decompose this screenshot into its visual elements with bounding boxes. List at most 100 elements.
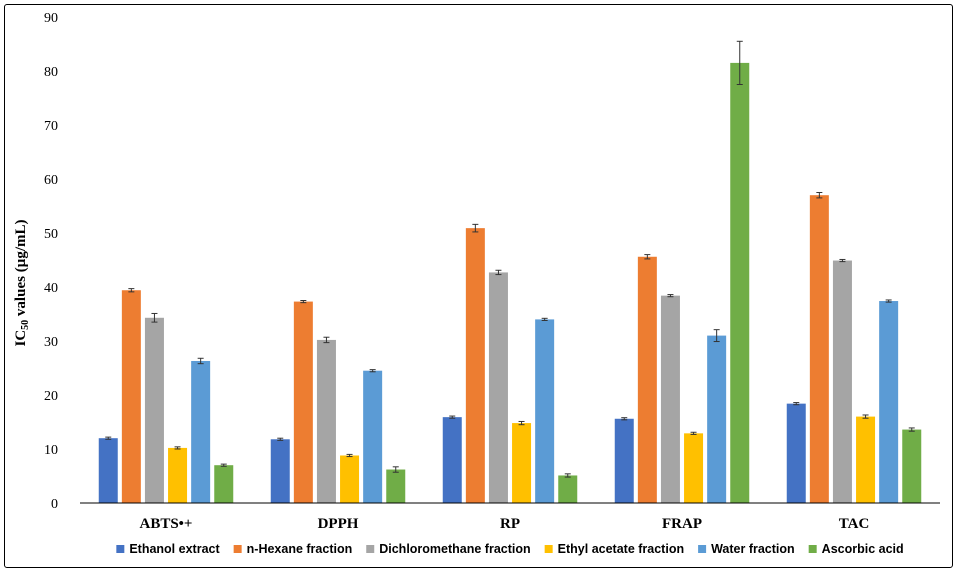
error-bar (128, 288, 135, 293)
legend-item: Ethyl acetate fraction (544, 542, 684, 556)
error-bar (793, 402, 800, 406)
x-category-label: FRAP (662, 516, 702, 532)
bar-water-fraction-0 (191, 360, 211, 503)
bar-ethanol-extract-4 (786, 403, 806, 503)
error-bar (541, 317, 548, 321)
error-bar (346, 453, 353, 458)
y-axis-label: IC50 values (µg/mL) (13, 220, 31, 347)
bar-ascorbic-acid-2 (558, 475, 578, 503)
legend-item: Dichloromethane fraction (366, 542, 531, 556)
bar-ethyl-acetate-fraction-3 (684, 433, 704, 503)
bar-dichloromethane-fraction-3 (660, 295, 680, 503)
legend-label: Ascorbic acid (822, 542, 904, 556)
error-bar (495, 269, 502, 276)
y-tick-label: 40 (44, 281, 58, 296)
error-bar (197, 357, 204, 365)
bar-ethanol-extract-0 (98, 438, 118, 503)
bar-ascorbic-acid-0 (214, 465, 234, 503)
x-category-label: RP (500, 516, 520, 532)
legend-item: Ascorbic acid (808, 542, 904, 556)
legend-label: n-Hexane fraction (247, 542, 353, 556)
bar-ethyl-acetate-fraction-4 (856, 416, 876, 503)
bar-water-fraction-3 (707, 335, 727, 503)
error-bar (277, 437, 284, 441)
error-bar (862, 414, 869, 419)
bar-ethanol-extract-3 (614, 418, 634, 503)
bar-ethanol-extract-1 (270, 439, 290, 503)
legend-label: Ethyl acetate fraction (558, 542, 684, 556)
svg-text:IC50 values (µg/mL): IC50 values (µg/mL) (13, 220, 31, 347)
bar-n-hexane-fraction-2 (465, 228, 485, 503)
x-category-label: TAC (839, 516, 870, 532)
legend-swatch (698, 545, 707, 553)
legend-item: n-Hexane fraction (233, 542, 353, 556)
error-bar (885, 299, 892, 303)
error-bar (713, 329, 720, 343)
error-bar (644, 254, 651, 260)
error-bar (736, 40, 743, 85)
bar-n-hexane-fraction-3 (637, 256, 657, 503)
legend-label: Ethanol extract (129, 542, 220, 556)
bar-dichloromethane-fraction-2 (488, 272, 508, 503)
bar-dichloromethane-fraction-0 (144, 317, 164, 503)
legend-item: Water fraction (698, 542, 795, 556)
bar-ascorbic-acid-3 (730, 62, 750, 504)
error-bar (174, 446, 181, 450)
x-category-label: DPPH (318, 516, 359, 532)
bar-ethyl-acetate-fraction-2 (512, 423, 532, 503)
legend-swatch (808, 545, 817, 553)
y-tick-label: 0 (51, 497, 58, 512)
error-bar (323, 336, 330, 344)
error-bar (908, 427, 915, 432)
error-bar (151, 312, 158, 323)
error-bar (816, 192, 823, 199)
error-bar (518, 420, 525, 426)
bar-ethyl-acetate-fraction-0 (168, 447, 188, 503)
bar-water-fraction-1 (363, 370, 383, 503)
legend-item: Ethanol extract (116, 542, 220, 556)
y-tick-label: 90 (44, 11, 58, 26)
legend-label: Water fraction (711, 542, 795, 556)
error-bar (392, 466, 399, 473)
error-bar (667, 294, 674, 298)
legend-swatch (544, 545, 553, 553)
bar-ascorbic-acid-1 (386, 469, 406, 503)
error-bar (472, 223, 479, 233)
legend-swatch (366, 545, 375, 553)
error-bar (449, 415, 456, 419)
bar-n-hexane-fraction-0 (121, 290, 141, 503)
error-bar (300, 300, 307, 304)
y-tick-label: 30 (44, 335, 58, 350)
y-tick-label: 20 (44, 389, 58, 404)
bar-ethanol-extract-2 (442, 417, 462, 503)
y-axis-label-main: IC (13, 330, 29, 347)
bar-dichloromethane-fraction-4 (832, 260, 852, 503)
bar-ethyl-acetate-fraction-1 (340, 455, 360, 503)
bar-water-fraction-2 (535, 319, 555, 503)
error-bar (105, 436, 112, 440)
figure-border (4, 4, 953, 568)
legend-label: Dichloromethane fraction (379, 542, 530, 556)
bar-ascorbic-acid-4 (902, 429, 922, 503)
legend-swatch (233, 545, 242, 553)
y-axis-label-subscript: 50 (20, 320, 31, 330)
y-tick-label: 80 (44, 65, 58, 80)
bar-n-hexane-fraction-1 (293, 301, 313, 503)
bar-water-fraction-4 (879, 301, 899, 503)
error-bar (369, 369, 376, 373)
error-bar (839, 258, 846, 263)
bar-dichloromethane-fraction-1 (316, 339, 336, 503)
error-bar (690, 431, 697, 435)
error-bar (621, 417, 628, 421)
bar-n-hexane-fraction-4 (809, 195, 829, 503)
y-tick-label: 10 (44, 443, 58, 458)
x-category-label: ABTS•+ (140, 516, 193, 532)
legend-swatch (116, 545, 125, 553)
y-tick-label: 60 (44, 173, 58, 188)
y-tick-label: 70 (44, 119, 58, 134)
error-bar (564, 473, 571, 478)
y-axis-label-rest: values (µg/mL) (13, 220, 29, 320)
y-tick-label: 50 (44, 227, 58, 242)
error-bar (220, 463, 227, 467)
